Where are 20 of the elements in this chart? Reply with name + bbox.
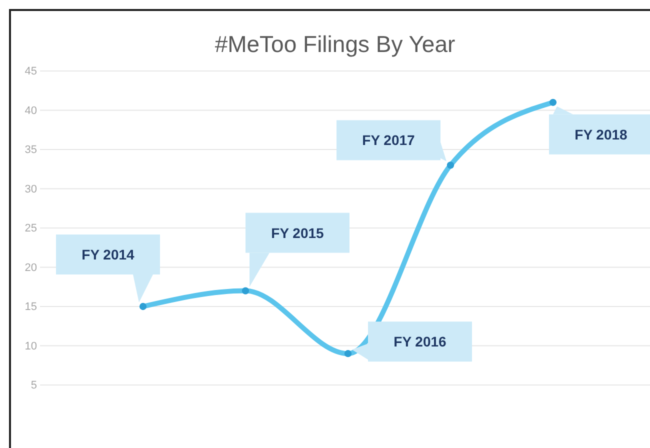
y-tick-label: 20 bbox=[24, 262, 37, 274]
y-tick-label: 10 bbox=[24, 340, 37, 352]
point bbox=[344, 350, 352, 358]
chart-title: #MeToo Filings By Year bbox=[214, 31, 456, 57]
annotation: FY 2016 bbox=[394, 334, 447, 350]
y-tick-label: 25 bbox=[24, 222, 37, 235]
annotation: FY 2017 bbox=[362, 132, 416, 148]
y-tick-label: 40 bbox=[24, 104, 37, 117]
point bbox=[446, 162, 454, 169]
annotation: FY 2015 bbox=[271, 224, 324, 241]
annotation: FY 2014 bbox=[82, 246, 135, 262]
y-tick-label: 15 bbox=[24, 301, 37, 314]
y-tick-label: 35 bbox=[24, 144, 37, 156]
point bbox=[549, 98, 557, 106]
annotation: FY 2018 bbox=[574, 126, 628, 142]
y-tick-label: 5 bbox=[30, 380, 37, 392]
y-tick-label: 30 bbox=[24, 183, 37, 196]
y-tick-label: 45 bbox=[24, 66, 37, 78]
point bbox=[139, 302, 147, 310]
point bbox=[242, 287, 250, 294]
